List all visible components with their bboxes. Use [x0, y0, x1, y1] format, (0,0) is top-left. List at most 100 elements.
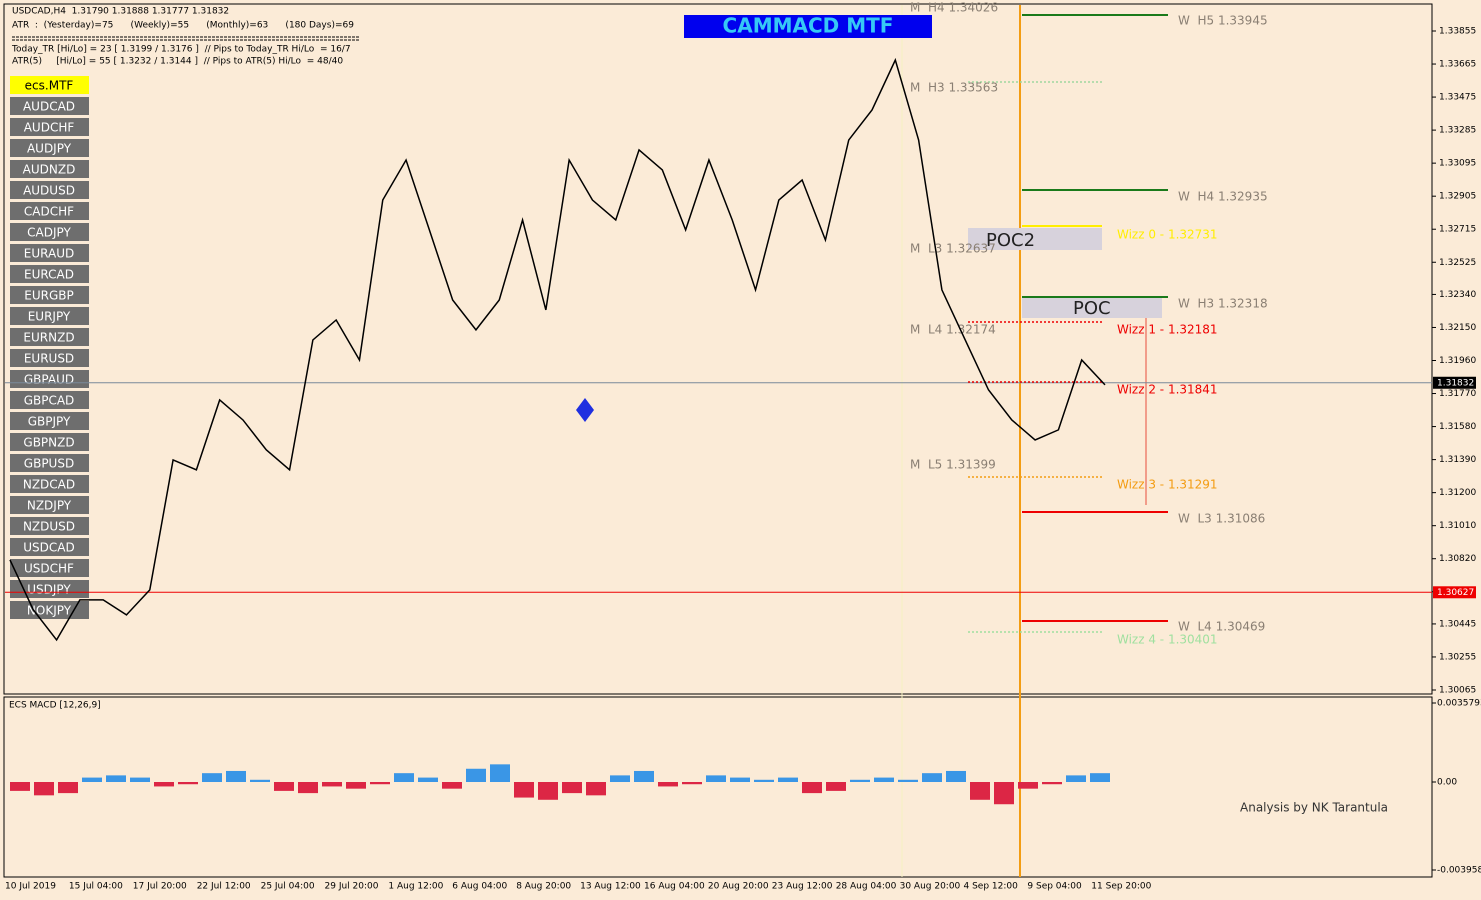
macd-bar: [850, 779, 870, 782]
time-label: 1 Aug 12:00: [388, 882, 443, 892]
symbol-button[interactable]: [10, 139, 89, 157]
price-line: [9, 57, 1106, 642]
macd-bar: [778, 777, 798, 782]
macd-bar: [970, 782, 990, 800]
macd-bar: [706, 775, 726, 782]
symbol-label[interactable]: EURUSD: [24, 352, 74, 366]
macd-bar: [130, 777, 150, 782]
symbol-label[interactable]: AUDNZD: [23, 163, 76, 177]
symbol-label[interactable]: AUDCHF: [24, 121, 75, 135]
symbol-button[interactable]: [10, 538, 89, 556]
macd-bar: [946, 770, 966, 782]
macd-bar: [322, 782, 342, 787]
symbol-button[interactable]: [10, 307, 89, 325]
symbol-button[interactable]: [10, 181, 89, 199]
symbol-label[interactable]: USDCHF: [24, 562, 74, 576]
symbol-label[interactable]: AUDJPY: [27, 142, 72, 156]
symbol-label[interactable]: NZDUSD: [23, 520, 75, 534]
symbol-button[interactable]: [10, 160, 89, 178]
symbol-label[interactable]: USDJPY: [27, 583, 71, 597]
symbol-button[interactable]: [10, 454, 89, 472]
time-label: 13 Aug 12:00: [580, 882, 641, 892]
symbol-button[interactable]: [10, 559, 89, 577]
symbol-button[interactable]: [10, 244, 89, 262]
price-tick-label: 1.33475: [1439, 93, 1476, 103]
macd-bar: [1042, 782, 1062, 785]
macd-bar: [682, 782, 702, 785]
current-price-tag: [1433, 376, 1476, 389]
macd-bar: [1018, 782, 1038, 789]
symbol-button[interactable]: [10, 286, 89, 304]
symbol-button[interactable]: [10, 433, 89, 451]
macd-bar: [58, 782, 78, 794]
macd-bar: [922, 773, 942, 782]
symbol-button[interactable]: [10, 97, 89, 115]
symbol-label[interactable]: GBPJPY: [28, 415, 71, 429]
symbol-label[interactable]: EURCAD: [24, 268, 74, 282]
time-label: 23 Aug 12:00: [772, 882, 833, 892]
symbol-label[interactable]: GBPCAD: [24, 394, 75, 408]
level-label: M L4 1.32174: [910, 323, 996, 337]
time-label: 9 Sep 04:00: [1027, 882, 1082, 892]
symbol-button[interactable]: [10, 370, 89, 388]
price-tick-label: 1.31770: [1439, 389, 1476, 399]
symbol-label[interactable]: EURAUD: [24, 247, 74, 261]
symbol-button[interactable]: [10, 517, 89, 535]
symbol-button[interactable]: [10, 412, 89, 430]
symbol-label[interactable]: GBPAUD: [24, 373, 74, 387]
symbol-label[interactable]: EURNZD: [23, 331, 74, 345]
macd-bar: [514, 782, 534, 798]
atr5-line: ATR(5) [Hi/Lo] = 55 [ 1.3232 / 1.3144 ] …: [12, 57, 343, 67]
symbol-label[interactable]: GBPUSD: [24, 457, 74, 471]
symbol-button[interactable]: [10, 391, 89, 409]
macd-bar: [10, 782, 30, 791]
symbol-label[interactable]: NZDCAD: [23, 478, 75, 492]
macd-bar: [586, 782, 606, 796]
macd-bar: [994, 782, 1014, 805]
symbol-label[interactable]: AUDCAD: [23, 100, 75, 114]
symbol-label[interactable]: USDCAD: [23, 541, 74, 555]
macd-bar: [1090, 773, 1110, 782]
main-panel: [3, 3, 1433, 695]
poc-box: [1022, 298, 1162, 318]
symbol-button[interactable]: [10, 265, 89, 283]
symbol-button[interactable]: [10, 202, 89, 220]
macd-bar: [610, 775, 630, 782]
symbol-label[interactable]: EURJPY: [28, 310, 71, 324]
macd-bar: [298, 782, 318, 794]
macd-bar: [754, 779, 774, 782]
time-label: 8 Aug 20:00: [516, 882, 571, 892]
symbol-button[interactable]: [10, 76, 89, 94]
symbol-button[interactable]: [10, 118, 89, 136]
level-label: W L3 1.31086: [1178, 512, 1265, 526]
time-label: 29 Jul 20:00: [325, 882, 379, 892]
macd-tick-label: 0.0035793: [1437, 699, 1481, 709]
symbol-button[interactable]: [10, 496, 89, 514]
macd-bar: [394, 773, 414, 782]
symbol-label[interactable]: GBPNZD: [23, 436, 74, 450]
symbol-label[interactable]: CADJPY: [27, 226, 71, 240]
symbol-label[interactable]: NOKJPY: [27, 604, 72, 618]
symbol-label[interactable]: EURGBP: [24, 289, 73, 303]
symbol-label[interactable]: CADCHF: [24, 205, 74, 219]
macd-bar: [490, 764, 510, 782]
macd-bar: [34, 782, 54, 796]
symbol-label[interactable]: ecs.MTF: [25, 79, 74, 93]
symbol-button[interactable]: [10, 349, 89, 367]
macd-bar: [346, 782, 366, 789]
time-label: 4 Sep 12:00: [964, 882, 1019, 892]
banner: CAMMACD MTF: [723, 14, 894, 38]
symbol-button[interactable]: [10, 223, 89, 241]
symbol-button[interactable]: [10, 328, 89, 346]
symbol-label[interactable]: AUDUSD: [23, 184, 75, 198]
symbol-button[interactable]: [10, 475, 89, 493]
symbol-button[interactable]: [10, 601, 89, 619]
symbol-label[interactable]: NZDJPY: [27, 499, 72, 513]
level-label: W H3 1.32318: [1178, 297, 1268, 311]
symbol-button[interactable]: [10, 580, 89, 598]
macd-bar: [466, 768, 486, 782]
symbol-line: USDCAD,H4 1.31790 1.31888 1.31777 1.3183…: [12, 7, 229, 17]
price-tick-label: 1.32150: [1439, 323, 1476, 333]
macd-bar: [370, 782, 390, 785]
level-label: W H5 1.33945: [1178, 14, 1268, 28]
